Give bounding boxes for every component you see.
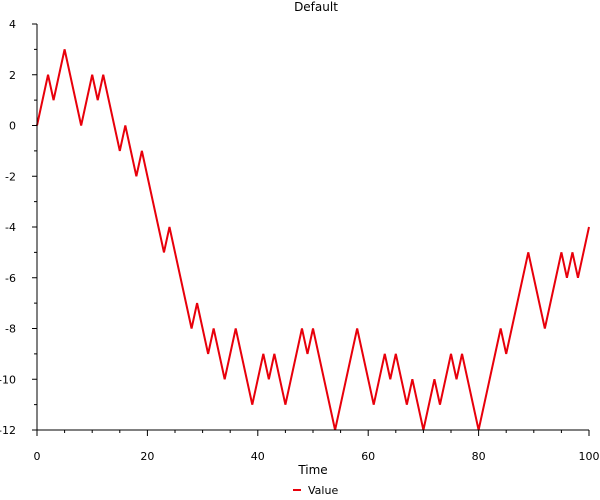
plot-area [36,49,590,431]
chart-title: Default [294,0,338,14]
legend: Value [293,484,338,497]
x-tick-label: 20 [140,450,154,463]
y-tick-label: -10 [0,373,16,386]
x-tick-label: 100 [579,450,600,463]
y-tick-label: -2 [5,170,16,183]
y-tick-label: -6 [5,272,16,285]
x-tick-label: 0 [34,450,41,463]
x-axis-title: Time [297,463,327,477]
series-line-0 [36,49,590,431]
y-tick-label: -8 [5,323,16,336]
x-tick-label: 80 [472,450,486,463]
x-axis: 0 20 40 60 80 100 [34,429,600,463]
x-tick-label: 40 [251,450,265,463]
y-tick-label: 4 [9,18,16,31]
y-axis: 4 2 0 -2 -4 -6 -8 -10 -12 [0,18,38,437]
y-tick-label: -12 [0,424,16,437]
y-tick-label: 2 [9,69,16,82]
y-tick-label: 0 [9,120,16,133]
legend-label: Value [308,484,338,497]
x-tick-label: 60 [361,450,375,463]
y-tick-label: -4 [5,221,16,234]
